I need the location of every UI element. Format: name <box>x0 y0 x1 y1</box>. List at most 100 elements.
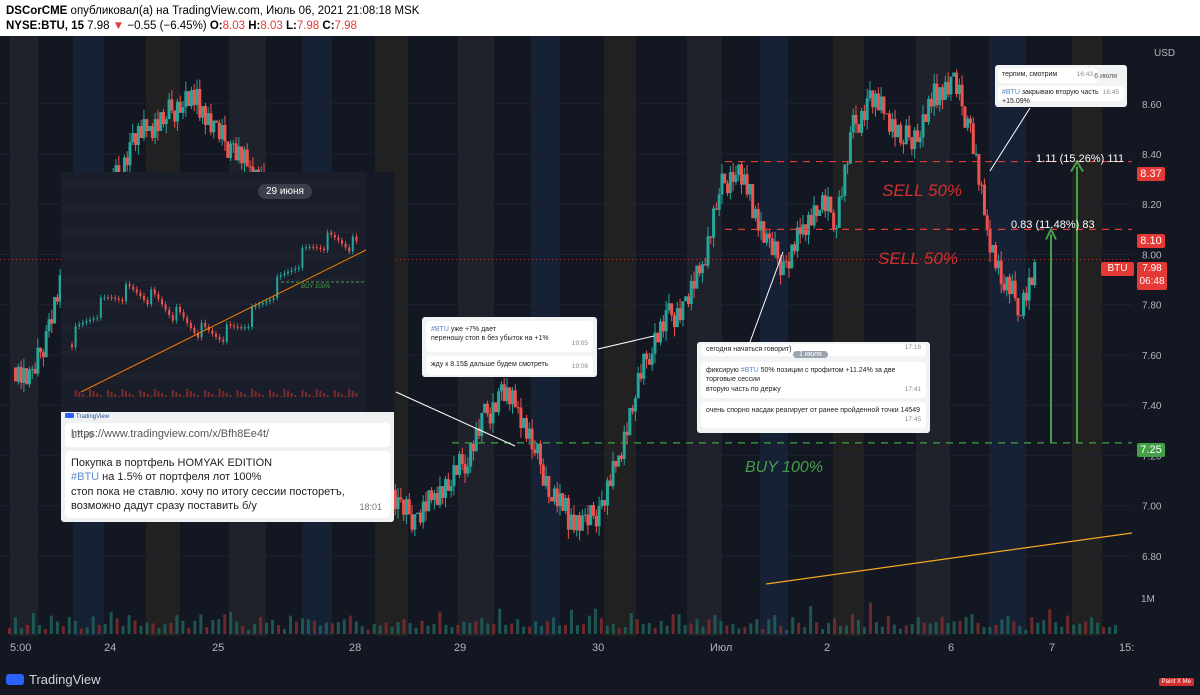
candle-body <box>206 113 210 125</box>
mini-candle <box>157 294 160 300</box>
candle-body <box>421 501 425 523</box>
candle-body <box>1005 276 1009 291</box>
volume-bar <box>504 624 508 634</box>
mini-volume <box>164 395 167 397</box>
mini-volume <box>222 391 225 397</box>
note3-time2: 17:45 <box>904 416 921 424</box>
volume-bar <box>31 613 35 634</box>
candle-body <box>558 493 562 507</box>
volume-bar <box>486 623 490 634</box>
mini-volume <box>114 394 117 397</box>
volume-bar <box>994 625 998 634</box>
candle-body <box>511 390 515 405</box>
mini-volume <box>308 394 311 397</box>
candle-body <box>497 391 501 413</box>
volume-bar <box>868 602 872 634</box>
mini-candle <box>78 324 81 327</box>
volume-bar <box>1108 627 1112 634</box>
mini-volume <box>89 389 91 397</box>
volume-bar <box>354 621 358 634</box>
candle-body <box>404 499 408 515</box>
price-axis[interactable] <box>1132 36 1200 664</box>
candle-body <box>787 261 791 269</box>
candle-body <box>709 236 713 238</box>
candle-body <box>963 106 967 128</box>
candle-body <box>904 125 908 145</box>
mini-candle <box>211 330 214 334</box>
candle-body <box>779 258 783 276</box>
candle-body <box>907 125 911 138</box>
mini-volume <box>236 390 239 397</box>
volume-bar <box>671 614 675 634</box>
publish-info: опубликовал(а) на TradingView.com, Июль … <box>70 5 420 17</box>
candle-body <box>14 367 17 382</box>
mini-volume <box>139 390 142 397</box>
author-name[interactable]: DSCorCME <box>6 5 68 17</box>
candle-body <box>927 98 931 122</box>
candle-body <box>159 112 163 131</box>
mini-candle <box>168 309 171 316</box>
candle-body <box>999 260 1003 284</box>
candle-body <box>929 98 933 107</box>
note1-date: 6 июля <box>1094 73 1117 80</box>
candle-body <box>876 93 880 111</box>
volume-bar <box>803 627 807 634</box>
last-price-value: 7.98 <box>1142 263 1162 274</box>
candle-body <box>935 83 939 106</box>
time-axis[interactable]: 5:00 24 25 28 29 30 Июл 2 6 7 15: <box>0 637 1200 659</box>
candle-body <box>212 120 216 133</box>
candle-body <box>516 407 520 409</box>
volume-bar <box>552 617 556 634</box>
snapshot-link[interactable]: https://www.tradingview.com/x/Bfh8Ee4t/ <box>71 428 270 440</box>
mini-candle <box>222 339 225 342</box>
mini-volume <box>341 394 343 397</box>
candle-body <box>837 196 841 228</box>
candle-body <box>661 321 665 332</box>
candle-body <box>952 72 956 77</box>
candle-body <box>525 418 528 439</box>
candle-body <box>659 321 663 343</box>
volume-bar <box>641 624 645 634</box>
url-message: https://www.tradingview.com/x/Bfh8Ee4t/ … <box>65 423 390 447</box>
y-tick-label: 8.40 <box>1142 150 1162 161</box>
mini-candle <box>200 322 203 338</box>
mini-candle <box>161 299 163 305</box>
note1-time1: 16:43 <box>1076 71 1093 79</box>
candle-body <box>974 154 978 156</box>
mini-volume <box>153 389 156 397</box>
candle-body <box>608 480 612 487</box>
volume-bar <box>139 625 143 634</box>
mini-candle <box>229 324 232 326</box>
close-value: 7.98 <box>334 20 357 32</box>
volume-bar <box>1006 615 1010 634</box>
price-label-8-10: 8.10 <box>1137 234 1165 248</box>
candle-body <box>966 118 970 128</box>
volume-bar <box>426 625 430 634</box>
mini-candle <box>186 317 189 323</box>
volume-bar <box>468 622 472 634</box>
volume-bar <box>348 615 352 634</box>
candle-body <box>189 90 193 107</box>
volume-bar <box>420 620 424 634</box>
volume-bar <box>725 625 729 634</box>
candle-body <box>611 461 615 487</box>
volume-bar <box>952 621 956 634</box>
volume-bar <box>8 627 11 634</box>
candle-body <box>561 493 565 511</box>
volume-bar <box>988 627 992 634</box>
tradingview-logo[interactable]: TradingView <box>6 672 101 687</box>
mini-candle <box>128 284 131 287</box>
candle-body <box>226 141 230 158</box>
candle-body <box>430 490 434 501</box>
volume-bar <box>773 615 777 634</box>
candle-body <box>139 126 143 138</box>
candle-body <box>471 443 475 452</box>
candle-body <box>499 384 503 392</box>
volume-bar <box>946 622 950 634</box>
volume-bar <box>534 621 538 634</box>
volume-bar <box>713 615 717 634</box>
x-tick-label: 24 <box>104 642 117 654</box>
x-tick-label: 30 <box>592 642 605 654</box>
candle-body <box>712 208 716 238</box>
volume-bars <box>8 602 1118 634</box>
